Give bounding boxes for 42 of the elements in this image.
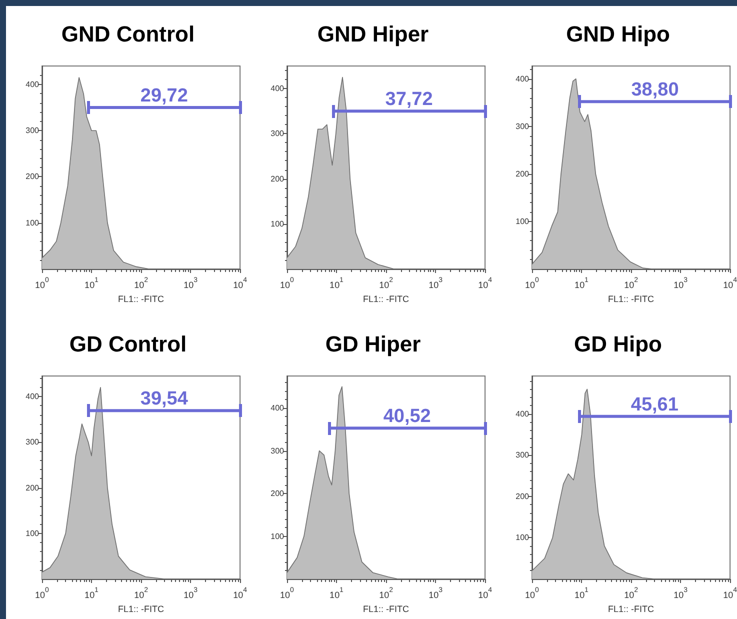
y-tick-label: 400 bbox=[270, 404, 285, 413]
series-label: 37,72 bbox=[385, 89, 433, 110]
y-tick-label: 300 bbox=[26, 438, 40, 447]
y-tick-label: 400 bbox=[26, 80, 40, 89]
chart-title: GND Control bbox=[61, 22, 195, 46]
y-tick-label: 300 bbox=[516, 122, 530, 131]
y-tick-label: 100 bbox=[26, 218, 40, 228]
chart-title: GND Hiper bbox=[317, 22, 430, 46]
series-label: 39,54 bbox=[140, 388, 188, 410]
y-tick-label: 300 bbox=[270, 129, 285, 138]
x-axis-title: FL1:: -FITC bbox=[363, 294, 410, 304]
y-tick-label: 100 bbox=[516, 216, 530, 226]
y-tick-label: 200 bbox=[270, 489, 285, 498]
chart-title: GD Hipo bbox=[574, 332, 662, 356]
y-tick-label: 400 bbox=[516, 409, 530, 418]
series-label: 38,80 bbox=[631, 80, 679, 101]
series-label: 40,52 bbox=[383, 406, 431, 428]
chart-title: GD Hiper bbox=[325, 332, 422, 356]
y-tick-label: 100 bbox=[516, 533, 530, 542]
y-tick-label: 100 bbox=[270, 219, 285, 228]
y-tick-label: 200 bbox=[516, 492, 530, 501]
y-tick-label: 400 bbox=[516, 74, 530, 84]
y-tick-label: 300 bbox=[516, 450, 530, 460]
series-label: 29,72 bbox=[140, 86, 188, 107]
x-axis-title: FL1:: -FITC bbox=[608, 604, 655, 614]
y-tick-label: 100 bbox=[270, 532, 285, 541]
series-label: 45,61 bbox=[630, 394, 679, 416]
y-tick-label: 200 bbox=[270, 174, 285, 184]
x-axis-title: FL1:: -FITC bbox=[363, 604, 410, 614]
y-tick-label: 100 bbox=[26, 528, 40, 538]
y-tick-label: 200 bbox=[26, 172, 40, 182]
y-tick-label: 300 bbox=[26, 126, 40, 136]
y-tick-label: 200 bbox=[26, 483, 40, 492]
y-tick-label: 300 bbox=[270, 446, 285, 456]
chart-title: GD Control bbox=[69, 332, 187, 356]
chart-title: GND Hipo bbox=[566, 22, 670, 46]
x-axis-title: FL1:: -FITC bbox=[608, 294, 655, 304]
y-tick-label: 400 bbox=[26, 392, 40, 402]
x-axis-title: FL1:: -FITC bbox=[118, 294, 165, 304]
x-axis-title: FL1:: -FITC bbox=[118, 604, 165, 614]
y-tick-label: 200 bbox=[516, 169, 530, 178]
y-tick-label: 400 bbox=[270, 84, 285, 94]
